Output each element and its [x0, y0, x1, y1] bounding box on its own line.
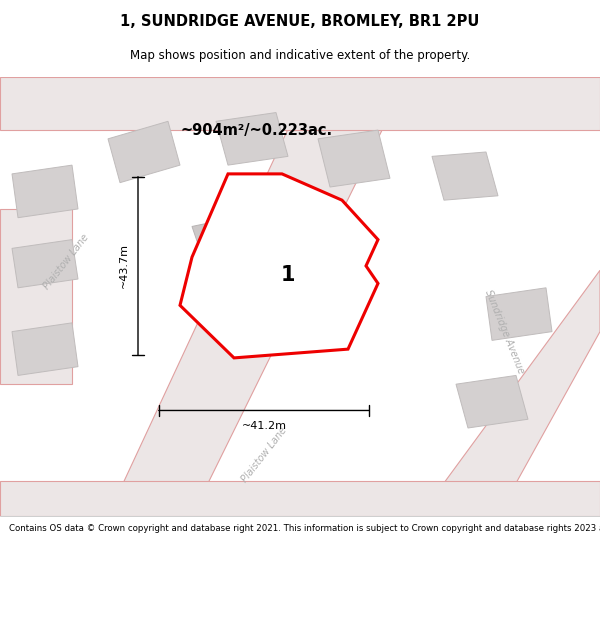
Polygon shape [420, 270, 600, 516]
Text: Sundridge Avenue: Sundridge Avenue [482, 288, 526, 375]
Polygon shape [456, 376, 528, 428]
Text: ~41.2m: ~41.2m [241, 421, 287, 431]
Polygon shape [180, 174, 378, 358]
Text: 1, SUNDRIDGE AVENUE, BROMLEY, BR1 2PU: 1, SUNDRIDGE AVENUE, BROMLEY, BR1 2PU [121, 14, 479, 29]
Text: Plaistow Lane: Plaistow Lane [239, 425, 289, 484]
Text: Map shows position and indicative extent of the property.: Map shows position and indicative extent… [130, 49, 470, 62]
Text: Plaistow Lane: Plaistow Lane [41, 232, 91, 291]
Polygon shape [192, 209, 294, 279]
Polygon shape [0, 209, 72, 384]
Text: ~904m²/~0.223ac.: ~904m²/~0.223ac. [180, 122, 332, 138]
Polygon shape [318, 130, 390, 187]
Polygon shape [12, 165, 78, 217]
Text: 1: 1 [281, 264, 295, 284]
Text: ~43.7m: ~43.7m [119, 243, 129, 288]
Polygon shape [12, 323, 78, 376]
Polygon shape [486, 288, 552, 341]
Polygon shape [0, 78, 600, 130]
Polygon shape [432, 152, 498, 200]
Polygon shape [0, 481, 600, 516]
Polygon shape [108, 78, 408, 516]
Polygon shape [108, 121, 180, 182]
Text: Contains OS data © Crown copyright and database right 2021. This information is : Contains OS data © Crown copyright and d… [9, 524, 600, 533]
Polygon shape [216, 112, 288, 165]
Polygon shape [12, 239, 78, 288]
